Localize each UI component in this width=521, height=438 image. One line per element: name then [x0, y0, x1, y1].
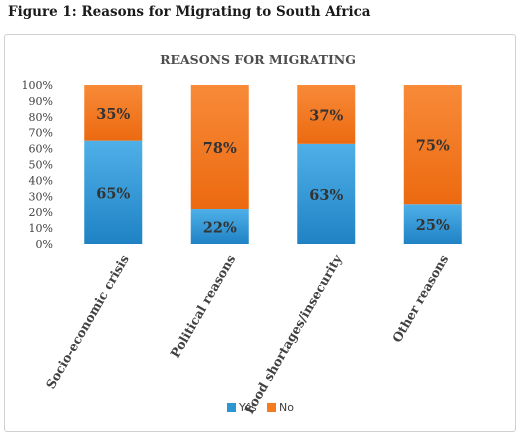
- y-tick-label: 90%: [29, 95, 53, 108]
- bar-segment-yes: [84, 140, 143, 244]
- chart-title: REASONS FOR MIGRATING: [160, 52, 356, 67]
- y-tick-label: 50%: [29, 159, 53, 172]
- x-axis-labels: Socio-economic crisis Political reasons Fo…: [43, 251, 452, 416]
- y-tick-label: 30%: [29, 190, 53, 203]
- y-tick-label: 10%: [29, 222, 53, 235]
- data-label: 25%: [416, 217, 450, 234]
- bars: 65% 35% 22% 78% 63% 37% 25% 75%: [84, 85, 462, 244]
- bar-segment-no: [84, 85, 143, 141]
- figure-caption: Figure 1: Reasons for Migrating to South…: [8, 4, 371, 20]
- x-category-label: Food shortages/insecurity: [241, 251, 345, 416]
- legend-label: No: [279, 401, 294, 414]
- legend: Yes No: [227, 401, 294, 414]
- bar-segment-yes: [403, 204, 462, 244]
- y-tick-label: 20%: [29, 206, 53, 219]
- y-tick-label: 80%: [29, 111, 53, 124]
- legend-swatch-yes: [227, 403, 236, 412]
- y-axis: 0% 10% 20% 30% 40% 50% 60% 70% 80% 90% 100%: [22, 79, 53, 251]
- legend-label: Yes: [238, 401, 257, 414]
- bar-segment-yes: [190, 209, 249, 244]
- y-tick-label: 70%: [29, 127, 53, 140]
- y-tick-label: 0%: [36, 238, 53, 251]
- legend-swatch-no: [267, 403, 276, 412]
- data-label: 65%: [96, 185, 130, 202]
- data-label: 78%: [203, 140, 237, 157]
- x-category-label: Political reasons: [167, 252, 238, 360]
- bar-segment-no: [403, 85, 462, 205]
- y-tick-label: 40%: [29, 174, 53, 187]
- x-category-label: Other reasons: [389, 252, 451, 345]
- bar-segment-no: [297, 85, 356, 144]
- data-label: 75%: [416, 138, 450, 155]
- y-tick-label: 100%: [22, 79, 53, 92]
- y-tick-label: 60%: [29, 143, 53, 156]
- data-label: 37%: [309, 107, 343, 124]
- data-label: 63%: [309, 187, 343, 204]
- data-label: 22%: [203, 220, 237, 237]
- bar-segment-no: [190, 85, 249, 210]
- data-label: 35%: [96, 106, 130, 123]
- bar-segment-yes: [297, 143, 356, 244]
- x-category-label: Socio-economic crisis: [43, 252, 132, 391]
